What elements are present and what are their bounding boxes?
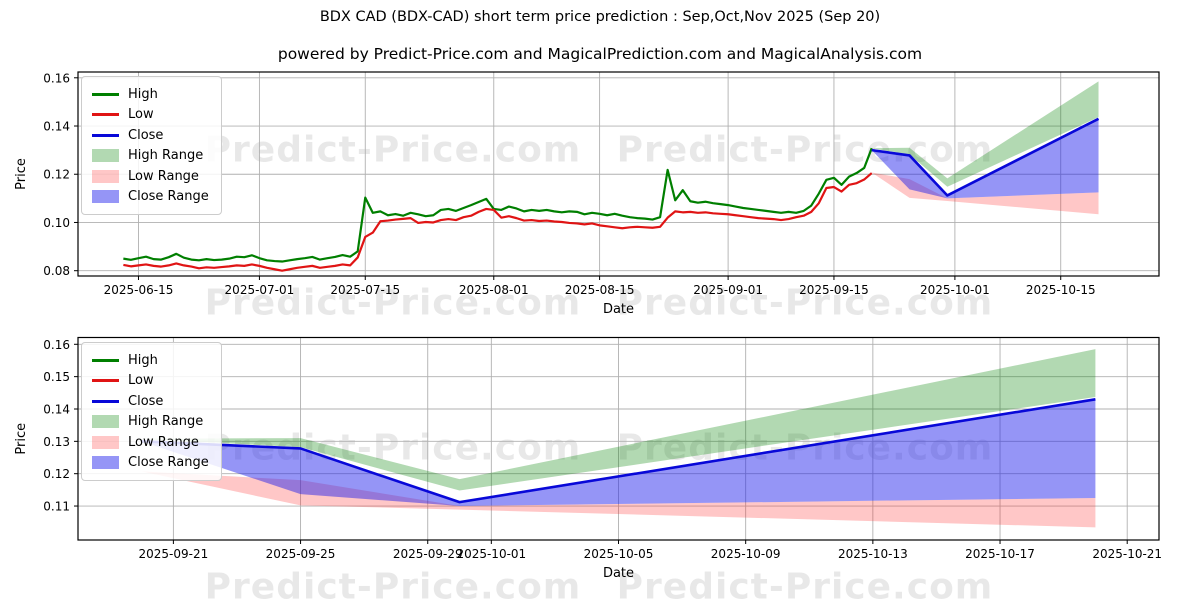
legend-item-high: High xyxy=(92,84,211,105)
watermark-text: Predict-Price.com xyxy=(616,129,994,171)
x-tick-label: 2025-09-21 xyxy=(139,547,209,561)
x-tick-label: 2025-09-01 xyxy=(693,283,763,297)
x-axis-label: Date xyxy=(603,566,634,581)
watermark-text: Predict-Price.com xyxy=(616,282,994,324)
legend-swatch-close xyxy=(92,399,119,403)
x-tick-label: 2025-10-17 xyxy=(965,547,1035,561)
legend-item-close: Close xyxy=(92,391,211,412)
legend-swatch-high_range xyxy=(92,149,119,163)
legend-item-close: Close xyxy=(92,125,211,146)
legend-label: High xyxy=(128,86,158,102)
legend-label: Low xyxy=(128,107,154,123)
x-tick-label: 2025-09-29 xyxy=(393,547,463,561)
legend-item-close_range: Close Range xyxy=(92,453,211,474)
band-low_range xyxy=(141,471,1096,528)
legend-top: High Low Close High Range Low Range Close Ran… xyxy=(81,76,222,215)
legend-bottom: High Low Close High Range Low Range Close Ran… xyxy=(81,342,222,481)
x-tick-label: 2025-07-15 xyxy=(330,283,400,297)
y-tick-label: 0.10 xyxy=(43,216,70,230)
y-axis-label: Price xyxy=(14,158,29,190)
chart-subtitle: powered by Predict-Price.com and Magical… xyxy=(277,45,923,63)
legend-swatch-high_range xyxy=(92,415,119,429)
y-tick-label: 0.11 xyxy=(43,500,70,514)
x-tick-label: 2025-10-05 xyxy=(584,547,654,561)
legend-swatch-low xyxy=(92,379,119,383)
x-tick-label: 2025-06-15 xyxy=(104,283,174,297)
band-high_range xyxy=(871,81,1099,187)
series-line-high xyxy=(123,147,873,263)
legend-item-low_range: Low Range xyxy=(92,432,211,453)
band-high_range xyxy=(141,349,1096,491)
plot-border xyxy=(77,336,1160,541)
legend-item-close_range: Close Range xyxy=(92,187,211,208)
legend-item-low: Low xyxy=(92,105,211,126)
x-tick-label: 2025-08-01 xyxy=(459,283,529,297)
x-tick-label: 2025-10-01 xyxy=(920,283,990,297)
x-tick-label: 2025-10-21 xyxy=(1092,547,1162,561)
x-tick-label: 2025-10-09 xyxy=(711,547,781,561)
legend-label: Low Range xyxy=(128,434,199,450)
y-tick-label: 0.12 xyxy=(43,168,70,182)
legend-label: Low xyxy=(128,373,154,389)
band-close_range xyxy=(871,118,1099,199)
legend-item-low: Low xyxy=(92,371,211,392)
x-tick-label: 2025-10-01 xyxy=(456,547,526,561)
y-tick-label: 0.16 xyxy=(43,338,70,352)
watermark-text: Predict-Price.com xyxy=(204,282,582,324)
y-tick-label: 0.14 xyxy=(43,402,70,416)
legend-swatch-low xyxy=(92,113,119,117)
y-tick-label: 0.13 xyxy=(43,435,70,449)
legend-swatch-low_range xyxy=(92,169,119,183)
legend-label: Low Range xyxy=(128,168,199,184)
y-tick-label: 0.15 xyxy=(43,370,70,384)
x-tick-label: 2025-09-25 xyxy=(266,547,336,561)
watermark-text: Predict-Price.com xyxy=(616,566,994,600)
x-axis-label: Date xyxy=(603,302,634,317)
plot-border xyxy=(77,71,1160,277)
y-tick-label: 0.14 xyxy=(43,120,70,134)
legend-swatch-close_range xyxy=(92,456,119,470)
legend-label: High xyxy=(128,352,158,368)
x-tick-label: 2025-10-15 xyxy=(1026,283,1096,297)
legend-item-low_range: Low Range xyxy=(92,166,211,187)
legend-label: Close xyxy=(128,393,164,409)
series-line-low xyxy=(123,172,873,272)
legend-swatch-high xyxy=(92,358,119,362)
x-tick-label: 2025-10-13 xyxy=(838,547,908,561)
x-tick-label: 2025-08-15 xyxy=(565,283,635,297)
legend-item-high_range: High Range xyxy=(92,146,211,167)
legend-item-high_range: High Range xyxy=(92,412,211,433)
watermark-text: Predict-Price.com xyxy=(204,566,582,600)
watermark-text: Predict-Price.com xyxy=(617,428,994,469)
legend-swatch-close xyxy=(92,133,119,137)
legend-label: Close xyxy=(128,127,164,143)
legend-swatch-close_range xyxy=(92,190,119,204)
band-close_range xyxy=(141,399,1096,507)
chart-title: BDX CAD (BDX-CAD) short term price predi… xyxy=(319,9,881,25)
y-axis-label: Price xyxy=(14,423,29,455)
legend-label: High Range xyxy=(128,414,204,430)
watermark-text: Predict-Price.com xyxy=(204,129,582,171)
y-tick-label: 0.08 xyxy=(43,264,70,278)
legend-swatch-low_range xyxy=(92,435,119,449)
y-tick-label: 0.12 xyxy=(43,467,70,481)
y-tick-label: 0.16 xyxy=(43,71,70,85)
legend-label: Close Range xyxy=(128,189,209,205)
legend-label: Close Range xyxy=(128,455,209,471)
band-low_range xyxy=(871,172,1099,215)
x-tick-label: 2025-07-01 xyxy=(225,283,295,297)
legend-swatch-high xyxy=(92,92,119,96)
legend-label: High Range xyxy=(128,148,204,164)
series-line-close xyxy=(871,117,1100,197)
legend-item-high: High xyxy=(92,350,211,371)
x-tick-label: 2025-09-15 xyxy=(799,283,869,297)
